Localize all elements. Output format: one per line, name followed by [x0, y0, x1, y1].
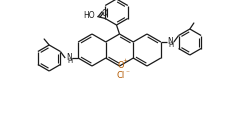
Text: N: N: [66, 53, 72, 62]
Text: ⁻: ⁻: [125, 69, 130, 77]
Text: H: H: [68, 58, 73, 64]
Text: HO: HO: [83, 11, 95, 20]
Text: O: O: [117, 60, 124, 70]
Text: +: +: [122, 58, 127, 63]
Text: O: O: [101, 9, 107, 18]
Text: Cl: Cl: [116, 72, 125, 81]
Text: N: N: [167, 37, 173, 46]
Text: H: H: [168, 42, 174, 48]
